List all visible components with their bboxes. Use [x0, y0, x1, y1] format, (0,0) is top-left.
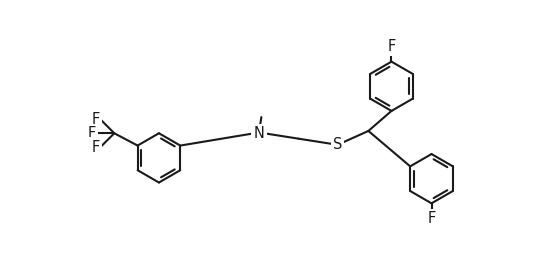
- Text: F: F: [91, 140, 100, 155]
- Text: F: F: [427, 211, 436, 226]
- Text: N: N: [254, 126, 264, 141]
- Text: F: F: [387, 39, 396, 54]
- Text: S: S: [333, 137, 342, 152]
- Text: F: F: [88, 126, 96, 141]
- Text: F: F: [91, 112, 100, 127]
